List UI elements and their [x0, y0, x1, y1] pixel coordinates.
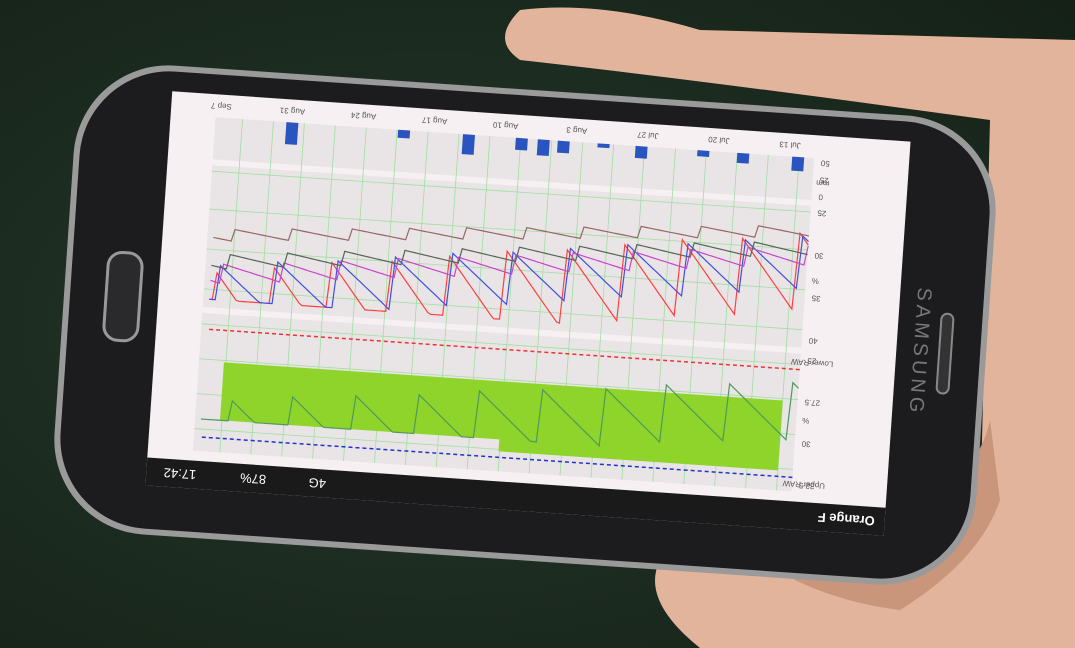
y-tick-label: 40 [808, 336, 818, 346]
rain-bar [515, 138, 528, 151]
home-button [103, 252, 143, 342]
x-tick-label: Jul 20 [707, 135, 729, 145]
y-tick-label: 30 [801, 439, 811, 449]
y-tick-label: 32.5 [798, 481, 815, 491]
rain-bar [697, 150, 709, 157]
x-tick-label: Aug 24 [350, 110, 376, 121]
x-tick-label: Aug 10 [492, 120, 518, 131]
y-tick-label: 50 [820, 158, 830, 168]
x-tick-label: Sep 7 [210, 101, 232, 111]
rain-bar [398, 130, 411, 139]
rain-bar [557, 141, 570, 154]
rain-bar [285, 122, 298, 145]
rain-bar [597, 143, 609, 148]
time: 17:42 [163, 465, 196, 482]
network: 4G [308, 475, 326, 491]
x-tick-label: Aug 3 [566, 125, 588, 135]
y-tick-label: 25 [807, 356, 817, 366]
y-tick-label: 25 [817, 208, 827, 218]
rain-bar [791, 157, 804, 172]
x-tick-label: Jul 27 [636, 130, 658, 140]
rain-bar [635, 146, 648, 159]
x-tick-label: Aug 31 [279, 106, 305, 117]
x-tick-label: Jul 13 [779, 140, 801, 150]
page: SAMSUNG Orange F 4G 87% 17:42 Upper RAW … [0, 0, 1075, 648]
y-tick-label: 30 [814, 251, 824, 261]
screen: Orange F 4G 87% 17:42 Upper RAW Lower RA… [145, 91, 910, 535]
y-tick-label: 25 [819, 175, 829, 185]
y-tick-label: 27.5 [804, 398, 821, 408]
photo: SAMSUNG Orange F 4G 87% 17:42 Upper RAW … [0, 0, 1075, 648]
rain-bar [737, 153, 750, 164]
x-tick-label: Aug 17 [421, 115, 447, 126]
battery: 87% [239, 470, 266, 487]
unit: % [811, 276, 819, 285]
rain-bar [537, 139, 550, 156]
unit: % [802, 416, 810, 425]
rain-bar [462, 134, 475, 155]
y-tick-label: 35 [811, 293, 821, 303]
